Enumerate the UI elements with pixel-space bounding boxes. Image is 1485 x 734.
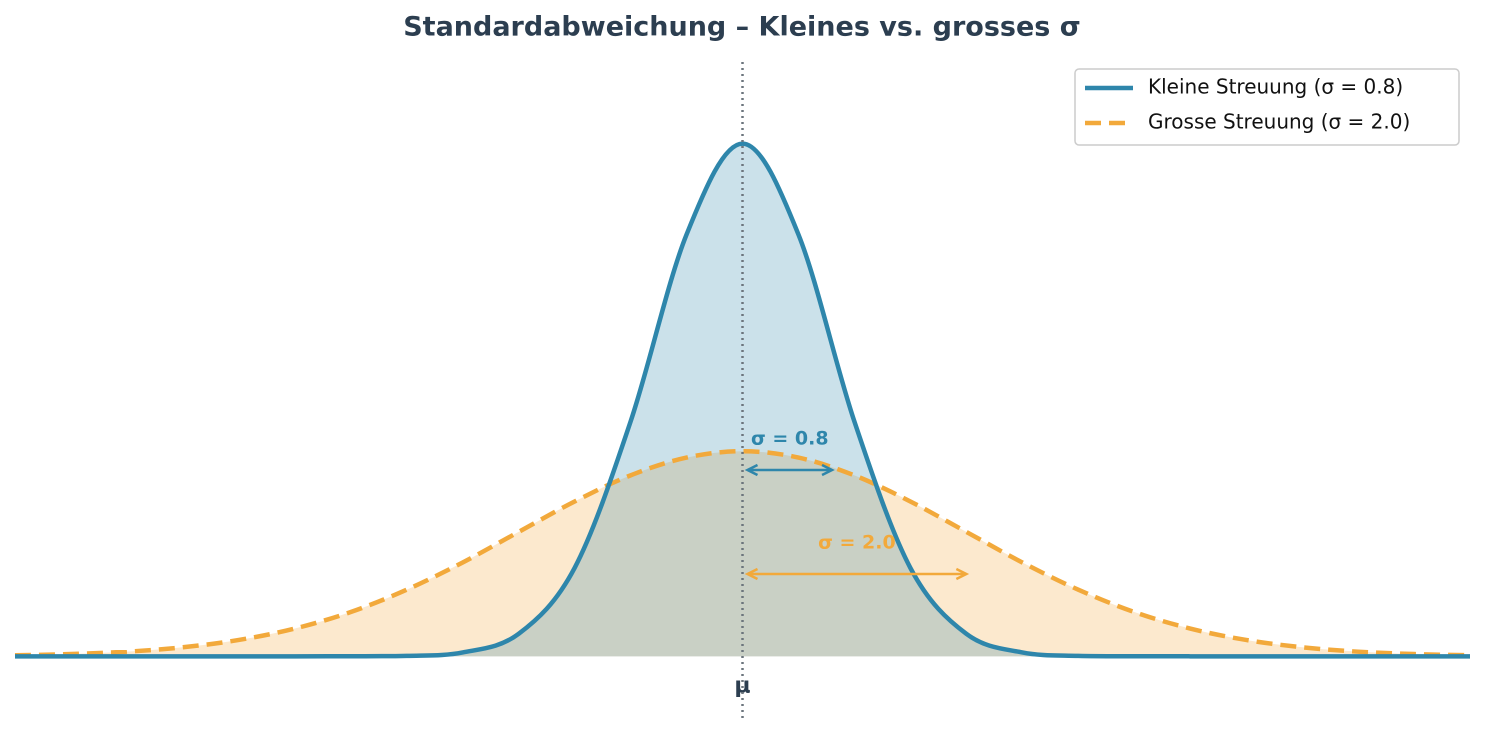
sigma-arrow [744,463,835,477]
curve [14,448,1471,658]
chart-title: Standardabweichung – Kleines vs. grosses… [403,12,1081,43]
legend-box [1074,68,1460,146]
x-tick-label: μ [734,673,750,698]
sigma-label: σ = 2.0 [818,532,896,554]
area-fill [15,451,1470,657]
arrow-head [821,463,835,477]
curve [15,141,1470,659]
arrow-head [744,463,759,477]
legend-label: Kleine Streuung (σ = 0.8) [1148,75,1403,99]
arrow-head [955,567,970,581]
sigma-arrow [744,567,970,581]
legend: Kleine Streuung (σ = 0.8) Grosse Streuung… [1074,68,1460,146]
lines [14,141,1471,659]
legend-label: Grosse Streuung (σ = 2.0) [1148,110,1410,134]
annotations: σ = 0.8 σ = 2.0 [744,428,970,581]
sigma-label: σ = 0.8 [751,428,829,450]
arrow-head [744,567,759,581]
